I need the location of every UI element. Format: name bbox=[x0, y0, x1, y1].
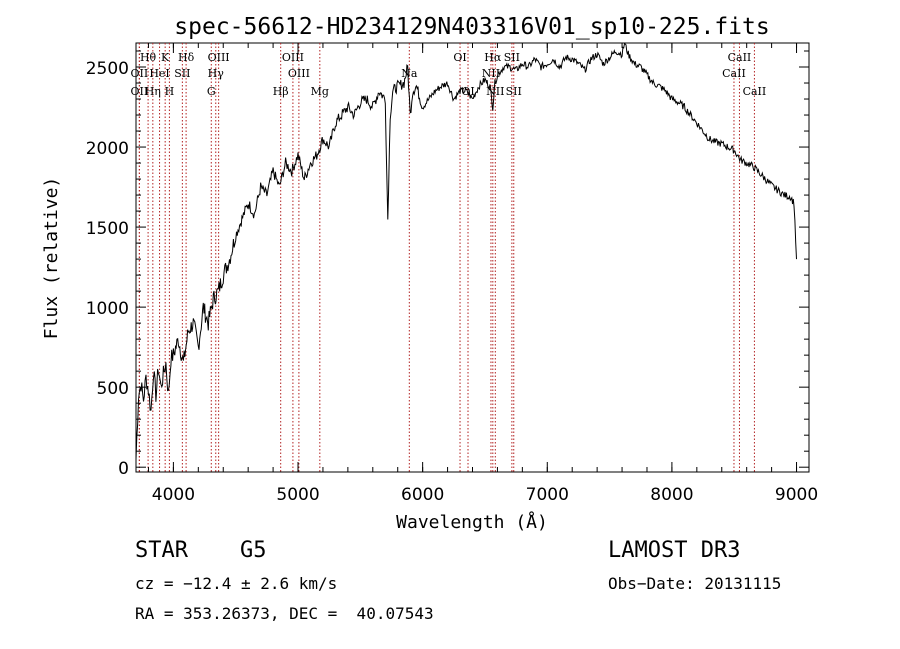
obs-date-text: Obs−Date: 20131115 bbox=[608, 574, 782, 593]
spectral-line-label: OII bbox=[131, 67, 149, 80]
spectral-line-label: OIII bbox=[288, 67, 310, 80]
spectrum-series bbox=[135, 42, 797, 460]
y-tick-label: 0 bbox=[118, 459, 129, 479]
spectral-line-label: Hα bbox=[484, 51, 502, 64]
spectral-line-label: CaII bbox=[722, 67, 746, 80]
spectral-line-label: OIII bbox=[282, 51, 304, 64]
plot-frame bbox=[135, 42, 810, 473]
spectral-line-label: SII bbox=[174, 67, 190, 80]
spectral-line-label: CaII bbox=[728, 51, 752, 64]
object-class: STAR bbox=[135, 538, 188, 563]
redshift-text: cz = −12.4 ± 2.6 km/s bbox=[135, 574, 338, 593]
spectral-line-label: Hβ bbox=[273, 85, 289, 98]
spectral-line-label: H bbox=[165, 85, 175, 98]
spectral-line-label: Mg bbox=[311, 85, 329, 98]
spectral-line-label: Hθ bbox=[140, 51, 157, 64]
coordinates-text: RA = 353.26373, DEC = 40.07543 bbox=[135, 604, 434, 623]
spectral-line-label: SII bbox=[506, 85, 522, 98]
survey-name: LAMOST DR3 bbox=[608, 538, 741, 563]
spectral-line-label: OI bbox=[453, 51, 466, 64]
spectral-line-label: K bbox=[161, 51, 170, 64]
y-tick-label: 500 bbox=[97, 379, 129, 399]
spectral-line-label: NII bbox=[482, 67, 500, 80]
spectrum-line bbox=[135, 42, 797, 460]
spectral-line-label: SII bbox=[504, 51, 520, 64]
chart-title: spec-56612-HD234129N403316V01_sp10-225.f… bbox=[174, 14, 769, 40]
y-tick-label: 1500 bbox=[86, 219, 129, 239]
object-subclass: G5 bbox=[240, 538, 267, 563]
spectral-line-label: Na bbox=[401, 67, 418, 80]
spectral-line-label: Hδ bbox=[178, 51, 195, 64]
y-tick-label: 1000 bbox=[86, 299, 129, 319]
spectral-line-markers bbox=[138, 43, 755, 472]
x-axis-label: Wavelength (Å) bbox=[396, 511, 548, 533]
x-tick-label: 9000 bbox=[775, 485, 818, 505]
x-tick-label: 4000 bbox=[152, 485, 195, 505]
spectral-line-label: OI bbox=[461, 85, 474, 98]
spectral-line-label: OIII bbox=[208, 51, 230, 64]
spectral-line-label: CaII bbox=[743, 85, 767, 98]
x-axis-ticks: 4000 5000 6000 7000 8000 9000 bbox=[147, 43, 818, 505]
x-tick-label: 6000 bbox=[401, 485, 444, 505]
y-axis-label: Flux (relative) bbox=[41, 177, 62, 340]
spectral-line-label: HeI bbox=[149, 67, 169, 80]
y-tick-label: 2000 bbox=[86, 139, 129, 159]
spectral-line-label: Hγ bbox=[208, 67, 225, 80]
y-tick-label: 2500 bbox=[86, 59, 129, 79]
y-axis-ticks: 0 500 1000 1500 2000 2500 bbox=[86, 50, 809, 479]
x-tick-label: 8000 bbox=[650, 485, 693, 505]
x-tick-label: 7000 bbox=[526, 485, 569, 505]
spectral-line-label: Hη bbox=[145, 85, 161, 98]
spectral-line-labels: Hθ OII OII K HeI Hη H Hδ SII OIII Hγ G OIII OIII Hβ Mg N… bbox=[131, 51, 767, 98]
spectral-line-label: G bbox=[207, 85, 216, 98]
spectral-line-label: OII bbox=[131, 85, 149, 98]
x-tick-label: 5000 bbox=[276, 485, 319, 505]
